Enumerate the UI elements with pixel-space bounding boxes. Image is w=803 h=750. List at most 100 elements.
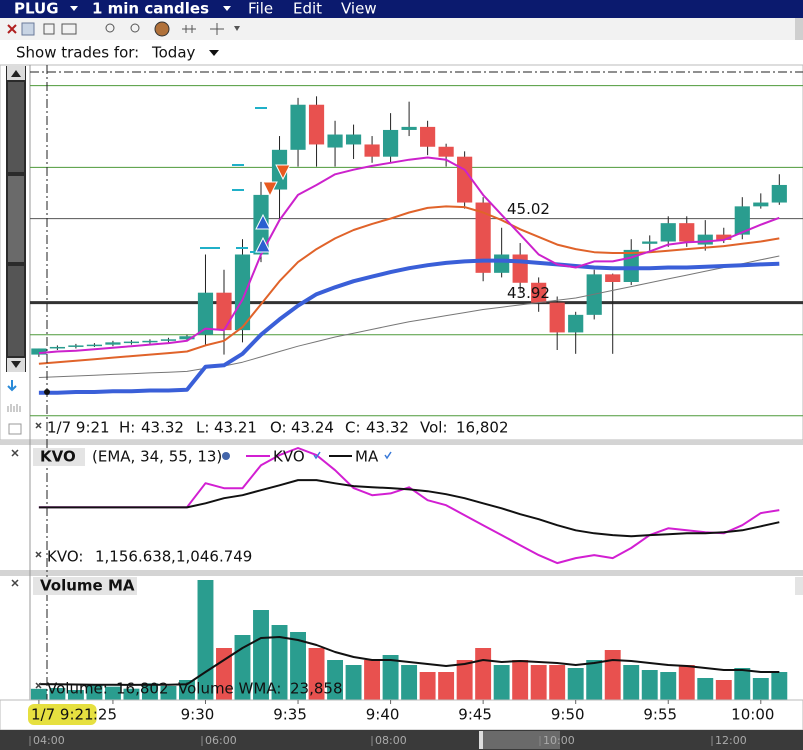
zoom-icon[interactable] (105, 23, 115, 33)
candle-body (179, 336, 195, 340)
candle-body (494, 254, 510, 273)
close-icon[interactable] (11, 579, 19, 587)
candle-body (216, 292, 232, 331)
vertical-scrollbar[interactable] (6, 66, 26, 435)
tool-icon[interactable] (210, 23, 224, 35)
panel-divider (0, 440, 803, 445)
volume-bar (216, 648, 232, 700)
candle-body (86, 344, 103, 347)
menu-item[interactable]: Edit (293, 0, 322, 18)
volume-bar (160, 686, 177, 700)
buy-marker[interactable] (255, 213, 271, 230)
scrollbar (795, 18, 803, 40)
volume-legend: Volume MA Volume: 16,802 Volume WMA: 23,… (11, 577, 803, 698)
interval-menu[interactable]: 1 min candles (92, 0, 209, 18)
dropdown-arrow[interactable] (234, 26, 240, 31)
legend-label: MA (355, 448, 379, 466)
candle-body (512, 254, 528, 283)
close-icon[interactable] (35, 682, 42, 689)
trades-filter: Show trades for: Today (0, 40, 803, 65)
scroller-track[interactable] (0, 730, 803, 750)
menu-item[interactable]: File (248, 0, 273, 18)
status-value: 43.24 (291, 419, 334, 437)
series-line (38, 205, 780, 365)
volume-bar (549, 665, 566, 700)
volume-bar (512, 660, 529, 700)
dropdown-arrow[interactable] (70, 6, 78, 11)
check-icon[interactable] (384, 451, 392, 460)
time-scroller[interactable]: 04:00 06:00 08:00 10:00 12:00 (0, 730, 803, 750)
volume-bar (475, 648, 492, 700)
volume-bar (734, 668, 751, 700)
volume-bar (364, 660, 381, 700)
scroller-label: 10:00 (543, 734, 575, 747)
close-icon[interactable] (35, 551, 42, 558)
tool-icon[interactable] (182, 25, 196, 33)
zoom-icon[interactable] (130, 23, 140, 33)
candle-body (475, 202, 491, 273)
volume-bar (419, 672, 436, 700)
volume-bar (530, 665, 547, 700)
candle-body (438, 146, 454, 157)
sell-marker[interactable] (275, 164, 291, 181)
check-icon[interactable] (313, 451, 321, 460)
buy-marker[interactable] (255, 236, 271, 253)
candle-body (568, 314, 584, 333)
arrow-down (11, 361, 21, 368)
status-label: H: (119, 419, 135, 437)
panel-title: Volume MA (40, 577, 135, 595)
volume-bar (456, 660, 473, 700)
close-icon[interactable] (35, 422, 42, 429)
volume-bar (141, 683, 158, 700)
volume-bar (123, 688, 140, 700)
trade-markers (200, 107, 291, 253)
volume-bar (604, 650, 621, 700)
candle-body (660, 223, 676, 242)
crosshair-icon[interactable] (154, 21, 170, 37)
readout-value: 1,046.749 (176, 548, 252, 566)
scroll-thumb[interactable] (8, 176, 24, 262)
tool-icon[interactable] (7, 380, 17, 392)
close-icon[interactable] (11, 449, 19, 457)
candle-body (197, 292, 214, 335)
candle-body (734, 206, 750, 235)
readout-value: 16,802 (116, 680, 169, 698)
volume-bar (86, 685, 103, 700)
tool-icon[interactable] (21, 22, 35, 36)
time-axis (0, 699, 803, 731)
volume-bar (67, 690, 84, 700)
menu-item[interactable]: View (341, 0, 377, 18)
tool-icon[interactable] (43, 23, 55, 35)
volume-bar (493, 665, 510, 700)
plot-layer: 45.02 43.92 (30, 85, 803, 700)
price-panel (0, 64, 803, 441)
volume-bar (641, 670, 658, 700)
close-icon[interactable] (7, 24, 17, 34)
tool-icon[interactable] (7, 404, 21, 412)
candle-body (234, 254, 251, 331)
dropdown-arrow[interactable] (223, 6, 231, 11)
status-label: Vol: (420, 419, 448, 437)
filter-label: Show trades for: (16, 44, 139, 62)
sell-marker[interactable] (262, 181, 278, 198)
candle-body (160, 339, 177, 341)
filter-value[interactable]: Today (151, 44, 196, 62)
settings-icon[interactable] (222, 452, 230, 460)
candle-body (327, 134, 343, 148)
tool-icon[interactable] (61, 23, 77, 35)
lock-icon[interactable] (8, 423, 22, 435)
menu-background (0, 0, 803, 18)
volume-bar (271, 625, 288, 700)
candle-body (290, 104, 306, 150)
status-label: O: (270, 419, 287, 437)
scroll-segment[interactable] (8, 82, 24, 172)
volume-bar (327, 660, 344, 700)
candle-body (679, 223, 695, 242)
dropdown-arrow[interactable] (209, 50, 219, 56)
scroll-segment[interactable] (8, 266, 24, 356)
volume-bar (771, 672, 788, 700)
scroller-label: 08:00 (375, 734, 407, 747)
scroller-handle[interactable] (479, 731, 483, 749)
symbol-menu[interactable]: PLUG (14, 0, 59, 18)
